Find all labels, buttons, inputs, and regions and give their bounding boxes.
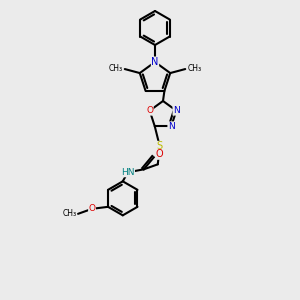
Text: N: N [168, 122, 175, 131]
Text: O: O [88, 204, 95, 213]
Text: S: S [157, 141, 163, 151]
Text: CH₃: CH₃ [187, 64, 201, 73]
Text: HN: HN [121, 168, 134, 177]
Text: N: N [173, 106, 180, 115]
Text: O: O [156, 149, 164, 159]
Text: CH₃: CH₃ [109, 64, 123, 73]
Text: N: N [151, 57, 159, 67]
Text: O: O [146, 106, 153, 115]
Text: CH₃: CH₃ [63, 209, 77, 218]
